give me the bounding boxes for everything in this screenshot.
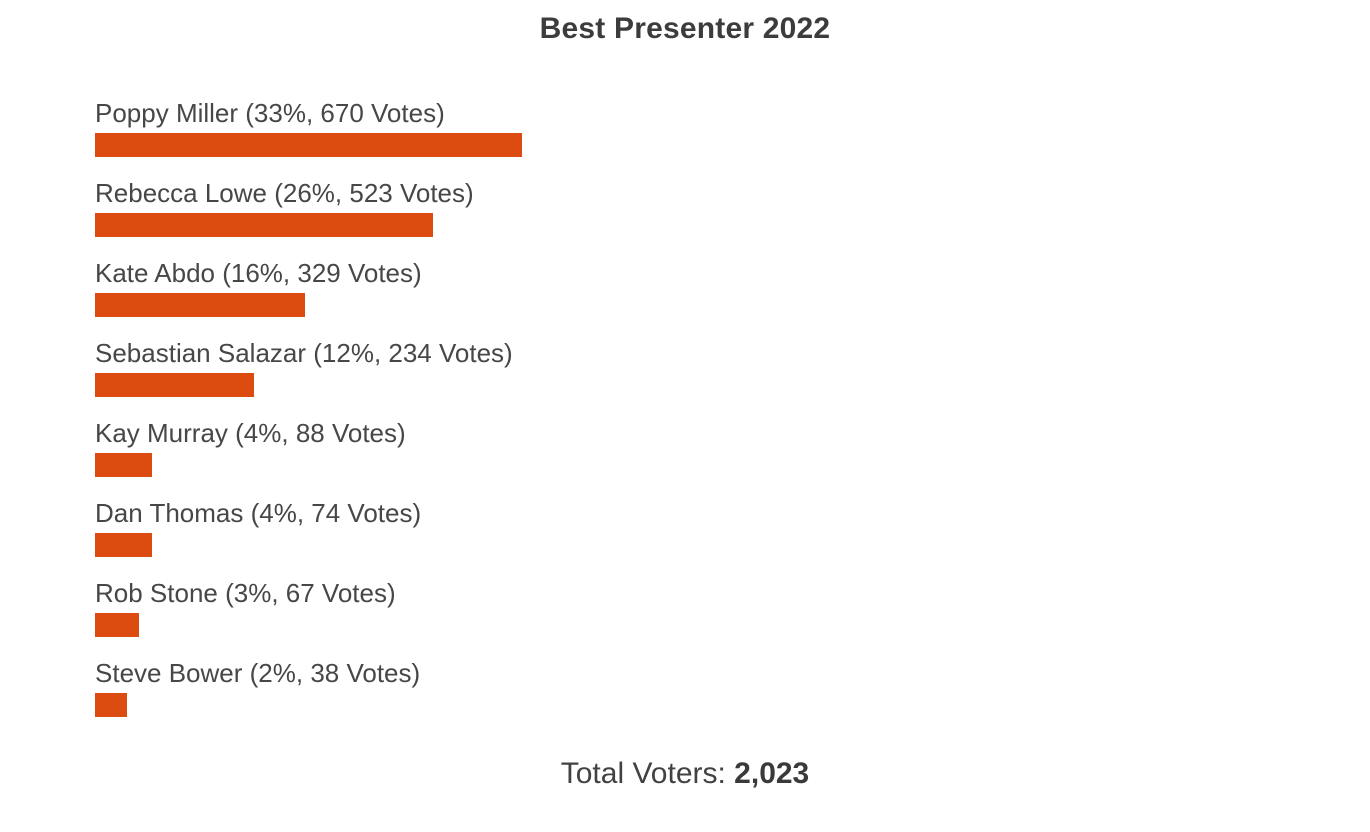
poll-option-row: Steve Bower (2%, 38 Votes) [95, 656, 1275, 736]
poll-option-row: Poppy Miller (33%, 670 Votes) [95, 96, 1275, 176]
poll-option-label: Sebastian Salazar (12%, 234 Votes) [95, 338, 513, 368]
poll-option-label: Rebecca Lowe (26%, 523 Votes) [95, 178, 474, 208]
poll-option-label: Rob Stone (3%, 67 Votes) [95, 578, 396, 608]
poll-title: Best Presenter 2022 [539, 12, 831, 45]
poll-option-bar [95, 453, 152, 477]
poll-option-row: Rebecca Lowe (26%, 523 Votes) [95, 176, 1275, 256]
poll-option-row: Kate Abdo (16%, 329 Votes) [95, 256, 1275, 336]
poll-results-list: Poppy Miller (33%, 670 Votes) Rebecca Low… [95, 96, 1275, 736]
poll-option-bar [95, 613, 140, 637]
poll-option-row: Kay Murray (4%, 88 Votes) [95, 416, 1275, 496]
poll-option-row: Rob Stone (3%, 67 Votes) [95, 576, 1275, 656]
poll-option-bar [95, 133, 522, 157]
poll-option-row: Sebastian Salazar (12%, 234 Votes) [95, 336, 1275, 416]
total-voters-line: Total Voters: 2,023 [0, 757, 1370, 791]
poll-option-label: Kate Abdo (16%, 329 Votes) [95, 258, 422, 288]
poll-option-label: Steve Bower (2%, 38 Votes) [95, 658, 421, 688]
poll-option-bar [95, 213, 433, 237]
poll-option-label: Kay Murray (4%, 88 Votes) [95, 418, 406, 448]
poll-option-bar [95, 693, 127, 717]
poll-option-bar [95, 533, 152, 557]
poll-option-label: Dan Thomas (4%, 74 Votes) [95, 498, 422, 528]
poll-option-bar [95, 293, 305, 317]
total-voters-value: 2,023 [734, 757, 810, 790]
poll-option-row: Dan Thomas (4%, 74 Votes) [95, 496, 1275, 576]
poll-option-bar [95, 373, 254, 397]
total-voters-label: Total Voters: [560, 757, 726, 790]
poll-option-label: Poppy Miller (33%, 670 Votes) [95, 98, 445, 128]
